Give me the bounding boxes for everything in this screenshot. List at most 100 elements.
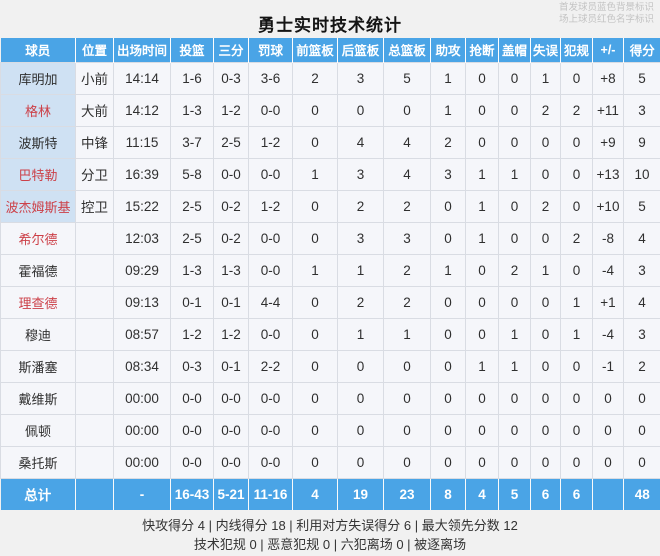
stat-cell: 0 <box>465 253 499 287</box>
stat-cell: 0 <box>430 381 466 415</box>
stat-cell: 1-2 <box>170 317 214 351</box>
stat-cell: 00:00 <box>113 381 171 415</box>
stat-cell: 2 <box>337 189 384 223</box>
stat-cell: 3 <box>337 61 384 95</box>
stat-cell: 0 <box>498 445 531 479</box>
stat-cell: 14:14 <box>113 61 171 95</box>
stat-cell: 0 <box>498 189 531 223</box>
column-header-11: 盖帽 <box>498 38 531 62</box>
stat-cell: 4 <box>383 157 431 191</box>
stat-cell: 1 <box>383 317 431 351</box>
stat-cell: 2 <box>623 349 660 383</box>
stat-cell <box>75 445 114 479</box>
stat-cell: 0 <box>383 381 431 415</box>
stat-cell: 08:34 <box>113 349 171 383</box>
player-row: 霍福德 09:29 1-3 1-3 0-0 1 1 2 1 0 2 1 0 -4 3 <box>0 253 660 287</box>
total-stat-cell: 4 <box>465 478 499 510</box>
stat-cell: 分卫 <box>75 157 114 191</box>
stat-cell: -4 <box>592 317 624 351</box>
stat-cell: 4-4 <box>248 285 293 319</box>
player-name: 希尔德 <box>0 221 76 255</box>
stat-cell: 0-0 <box>213 445 249 479</box>
stat-cell: 0-1 <box>213 349 249 383</box>
stat-cell: 0 <box>292 93 338 127</box>
stat-cell: 2 <box>530 93 561 127</box>
player-name: 佩顿 <box>0 413 76 447</box>
player-row: 戴维斯 00:00 0-0 0-0 0-0 0 0 0 0 0 0 0 0 0 0 <box>0 381 660 415</box>
stat-cell: 3-6 <box>248 61 293 95</box>
player-name: 霍福德 <box>0 253 76 287</box>
stat-cell: 1 <box>498 157 531 191</box>
stat-cell: 0-0 <box>170 445 214 479</box>
stat-cell: 1 <box>530 253 561 287</box>
team-summary: 快攻得分 4 | 内线得分 18 | 利用对方失误得分 6 | 最大领先分数 1… <box>0 510 660 556</box>
stat-cell: 0 <box>292 445 338 479</box>
stat-cell: 0-2 <box>213 221 249 255</box>
stat-cell: 2 <box>560 93 593 127</box>
player-row: 希尔德 12:03 2-5 0-2 0-0 0 3 3 0 1 0 0 2 -8 4 <box>0 221 660 255</box>
total-stat-cell: 11-16 <box>248 478 293 510</box>
stat-cell: 中锋 <box>75 125 114 159</box>
column-header-1: 位置 <box>75 38 114 62</box>
column-header-14: +/- <box>592 38 624 62</box>
stat-cell: 0 <box>530 285 561 319</box>
stat-cell: 1 <box>560 317 593 351</box>
stat-cell: 1 <box>465 189 499 223</box>
stat-cell: 0 <box>498 413 531 447</box>
total-stat-cell <box>75 478 114 510</box>
stat-cell <box>75 221 114 255</box>
stat-cell: 0 <box>530 125 561 159</box>
stat-cell: 0 <box>498 125 531 159</box>
stat-cell: 2-5 <box>170 221 214 255</box>
stat-cell: 1 <box>337 317 384 351</box>
stat-cell: 0 <box>292 381 338 415</box>
stat-cell: 2-5 <box>170 189 214 223</box>
stat-cell: 2 <box>530 189 561 223</box>
total-stat-cell: 5-21 <box>213 478 249 510</box>
total-stat-cell: 5 <box>498 478 531 510</box>
header-row: 球员 位置 出场时间 投篮 三分 罚球 前篮板 后篮板 总篮板 助攻 抢断 盖帽 失误 犯规 +/- 得分 <box>0 38 660 62</box>
stat-cell: 0 <box>623 445 660 479</box>
stat-cell: 0 <box>337 381 384 415</box>
stat-cell <box>75 285 114 319</box>
stat-cell: 大前 <box>75 93 114 127</box>
legend-line-oncourt: 场上球员红色名字标识 <box>558 14 654 26</box>
stat-cell: 0 <box>337 349 384 383</box>
stat-cell: 1-2 <box>248 125 293 159</box>
stat-cell: 2 <box>337 285 384 319</box>
stat-cell <box>75 381 114 415</box>
stat-cell: 0 <box>465 93 499 127</box>
total-stat-cell: 16-43 <box>170 478 214 510</box>
stat-cell: 00:00 <box>113 445 171 479</box>
stat-cell: 09:13 <box>113 285 171 319</box>
column-header-13: 犯规 <box>560 38 593 62</box>
stat-cell: 0 <box>560 445 593 479</box>
stat-cell: 0 <box>430 413 466 447</box>
column-header-12: 失误 <box>530 38 561 62</box>
stat-cell: -8 <box>592 221 624 255</box>
legend-note: 首发球员蓝色背景标识 场上球员红色名字标识 <box>559 2 654 27</box>
total-row: 总计 -16-43 5-21 11-16 4 19 23 8 4 5 6 6 48 <box>0 478 660 510</box>
stat-cell: 5 <box>623 61 660 95</box>
stat-cell: 1 <box>430 61 466 95</box>
stat-cell: 1-6 <box>170 61 214 95</box>
column-header-6: 前篮板 <box>292 38 338 62</box>
stat-cell: 0 <box>560 125 593 159</box>
stat-cell: 0 <box>592 381 624 415</box>
total-stat-cell: 6 <box>530 478 561 510</box>
stat-cell <box>75 253 114 287</box>
column-header-10: 抢断 <box>465 38 499 62</box>
stat-cell: 0 <box>337 93 384 127</box>
table-body: 库明加 小前 14:14 1-6 0-3 3-6 2 3 5 1 0 0 1 0 +8 5 格林 大前 14:12 1… <box>0 61 660 479</box>
stat-cell: 3 <box>623 93 660 127</box>
stat-cell: 1 <box>530 61 561 95</box>
player-row: 斯潘塞 08:34 0-3 0-1 2-2 0 0 0 0 1 1 0 0 -1 2 <box>0 349 660 383</box>
stat-cell: 0 <box>560 157 593 191</box>
stat-cell: 0 <box>592 445 624 479</box>
stat-cell: 0 <box>337 413 384 447</box>
stat-cell: 0 <box>530 413 561 447</box>
stat-cell: 0-0 <box>248 317 293 351</box>
stat-cell: 0 <box>430 221 466 255</box>
stat-cell: 控卫 <box>75 189 114 223</box>
stat-cell: 0 <box>560 413 593 447</box>
